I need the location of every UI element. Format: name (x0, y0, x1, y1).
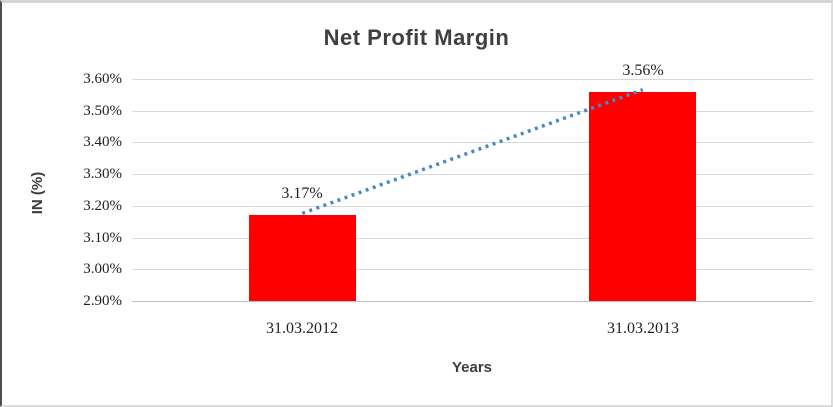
chart-title: Net Profit Margin (323, 25, 510, 50)
x-category-label: 31.03.2013 (607, 320, 679, 337)
y-tick-label: 3.00% (83, 261, 122, 277)
gridline (132, 79, 813, 80)
gridline (132, 301, 813, 302)
y-tick-label: 3.40% (83, 134, 122, 150)
gridline (132, 142, 813, 143)
gridline (132, 206, 813, 207)
trendline-layer (301, 88, 644, 216)
x-axis-title: Years (451, 359, 493, 376)
bar-value-label: 3.17% (281, 185, 323, 202)
y-tick-label: 3.30% (83, 166, 122, 182)
x-category-label: 31.03.2012 (266, 320, 338, 337)
gridline (132, 174, 813, 175)
y-tick-label: 3.10% (83, 230, 122, 246)
bar (589, 92, 696, 301)
y-tick-label: 3.20% (83, 198, 122, 214)
gridline (132, 111, 813, 112)
y-tick-label: 2.90% (83, 293, 122, 309)
y-tick-label: 3.60% (83, 71, 122, 87)
bar (249, 215, 356, 301)
bar-value-label: 3.56% (622, 62, 664, 79)
gridline (132, 238, 813, 239)
gridline (132, 269, 813, 270)
y-tick-label: 3.50% (83, 103, 122, 119)
